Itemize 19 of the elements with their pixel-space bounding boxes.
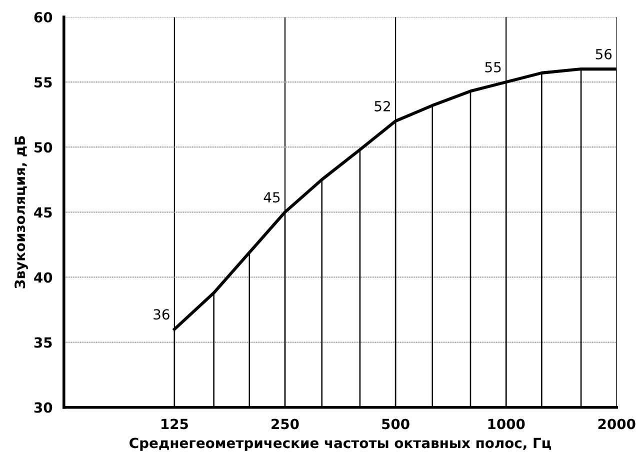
x-tick-label: 2000 — [598, 418, 636, 430]
y-tick-label: 35 — [34, 337, 52, 348]
data-label: 45 — [264, 192, 280, 203]
y-tick-label: 50 — [34, 142, 52, 153]
x-tick-label: 250 — [272, 418, 299, 430]
x-tick-label: 1000 — [488, 418, 525, 430]
y-tick-label: 45 — [34, 207, 52, 218]
x-tick-label: 125 — [162, 418, 188, 430]
data-label: 55 — [485, 62, 501, 72]
data-label: 56 — [596, 48, 612, 60]
y-axis-title: Звукоизоляция, дБ — [14, 136, 28, 288]
x-tick-label: 500 — [382, 418, 410, 430]
data-label: 52 — [374, 100, 390, 112]
y-tick-label: 55 — [34, 77, 52, 88]
y-tick-label: 40 — [34, 272, 52, 283]
y-tick-label: 30 — [34, 402, 52, 413]
x-axis-title: Среднегеометрические частоты октавных полос, Гц — [130, 438, 552, 451]
y-tick-label: 60 — [34, 12, 52, 22]
data-label: 36 — [154, 309, 170, 320]
